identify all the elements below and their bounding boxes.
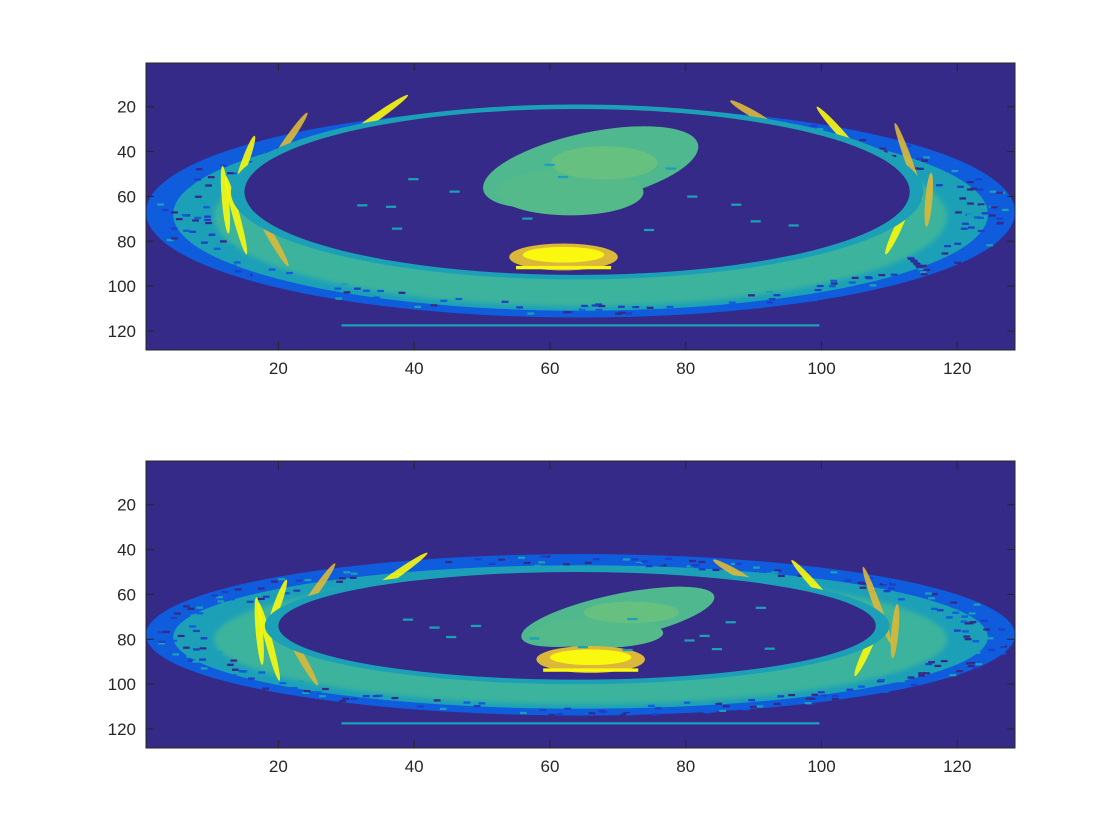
y-tick-label: 80: [117, 630, 136, 649]
y-axis: 20 40 60 80 100 120: [108, 98, 1015, 341]
x-tick-label: 120: [943, 757, 971, 776]
table-line: [341, 324, 820, 327]
y-axis: 20 40 60 80 100 120: [108, 496, 1015, 739]
lung-dots: [402, 606, 775, 652]
x-tick-label: 20: [269, 359, 288, 378]
x-tick-label: 80: [676, 359, 695, 378]
y-tick-label: 80: [117, 232, 136, 251]
x-tick-label: 60: [540, 757, 559, 776]
axes-frame: [145, 460, 1016, 749]
y-tick-label: 20: [117, 496, 136, 515]
x-tick-label: 100: [807, 757, 835, 776]
y-tick-label: 40: [117, 143, 136, 162]
x-tick-label: 20: [269, 757, 288, 776]
y-tick-label: 20: [117, 98, 136, 117]
spine: [509, 243, 618, 271]
y-tick-label: 40: [117, 541, 136, 560]
lung-dots: [357, 163, 799, 232]
x-tick-label: 40: [405, 359, 424, 378]
y-tick-label: 100: [108, 675, 136, 694]
x-tick-label: 40: [405, 757, 424, 776]
heatmap-image: [146, 552, 1015, 725]
x-axis: 20 40 60 80 100 120: [269, 63, 971, 378]
x-tick-label: 60: [540, 359, 559, 378]
y-tick-label: 120: [108, 322, 136, 341]
speckle-noise: [157, 555, 1008, 717]
spine: [536, 645, 645, 673]
heatmap-panel-bottom: 20 40 60 80 100 120 20 40 60 80 100 120: [108, 460, 1016, 776]
x-axis: 20 40 60 80 100 120: [269, 461, 971, 776]
x-tick-label: 100: [807, 359, 835, 378]
mediastinum: [521, 586, 715, 649]
y-tick-label: 120: [108, 720, 136, 739]
heatmap-image: [146, 94, 1015, 327]
axes-frame: [145, 62, 1016, 351]
x-tick-label: 80: [676, 757, 695, 776]
y-tick-label: 60: [117, 585, 136, 604]
y-tick-label: 60: [117, 187, 136, 206]
heatmap-panel-top: 20 40 60 80 100 120 20 40 60 80 100 120: [108, 62, 1016, 378]
x-tick-label: 120: [943, 359, 971, 378]
y-tick-label: 100: [108, 277, 136, 296]
mediastinum: [483, 126, 699, 216]
table-line: [341, 722, 820, 725]
